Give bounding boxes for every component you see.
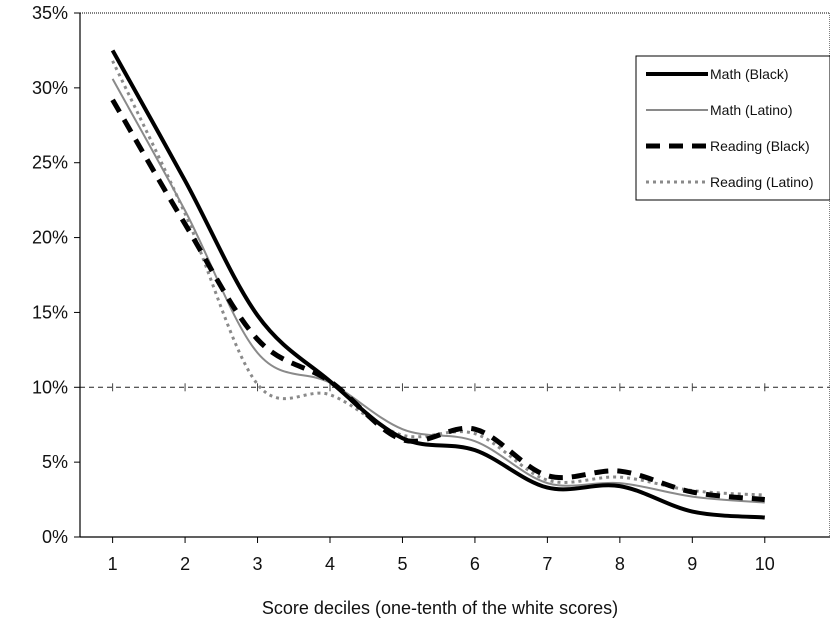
- data-point-reading-black: [112, 99, 113, 100]
- data-point-math-latino: [692, 496, 693, 497]
- data-point-math-latino: [257, 352, 258, 353]
- x-tick-label: 2: [180, 554, 190, 574]
- data-point-math-black: [619, 485, 620, 486]
- data-point-math-latino: [764, 502, 765, 503]
- y-tick-label: 10%: [32, 377, 68, 397]
- data-point-reading-latino: [329, 394, 330, 395]
- data-point-math-latino: [184, 210, 185, 211]
- data-point-math-black: [692, 511, 693, 512]
- data-point-reading-latino: [474, 433, 475, 434]
- data-point-reading-latino: [764, 494, 765, 495]
- data-point-math-black: [547, 487, 548, 488]
- data-point-reading-latino: [112, 60, 113, 61]
- data-point-reading-black: [619, 471, 620, 472]
- legend-label-math-black: Math (Black): [710, 66, 789, 82]
- data-point-reading-black: [257, 339, 258, 340]
- x-tick-label: 3: [253, 554, 263, 574]
- data-point-reading-latino: [547, 480, 548, 481]
- data-point-reading-black: [474, 429, 475, 430]
- data-point-math-black: [764, 517, 765, 518]
- x-tick-label: 4: [325, 554, 335, 574]
- x-tick-label: 7: [542, 554, 552, 574]
- y-axis: 0% 5% 10% 15% 20% 25% 30% 35%: [32, 3, 80, 547]
- y-tick-label: 35%: [32, 3, 68, 23]
- x-tick-label: 1: [108, 554, 118, 574]
- data-point-math-black: [402, 438, 403, 439]
- data-point-reading-latino: [402, 435, 403, 436]
- x-tick-label: 10: [755, 554, 775, 574]
- y-tick-label: 5%: [42, 452, 68, 472]
- data-point-math-latino: [619, 483, 620, 484]
- legend: Math (Black) Math (Latino) Reading (Black)…: [636, 56, 830, 200]
- data-point-reading-black: [547, 475, 548, 476]
- data-point-math-latino: [402, 429, 403, 430]
- legend-label-reading-black: Reading (Black): [710, 138, 810, 154]
- data-point-reading-latino: [184, 213, 185, 214]
- data-point-math-latino: [474, 441, 475, 442]
- x-tick-label: 5: [397, 554, 407, 574]
- data-point-reading-latino: [257, 384, 258, 385]
- data-point-math-black: [112, 50, 113, 51]
- y-tick-label: 25%: [32, 153, 68, 173]
- data-point-reading-black: [764, 499, 765, 500]
- y-tick-label: 0%: [42, 527, 68, 547]
- data-point-math-black: [329, 381, 330, 382]
- data-point-math-black: [184, 180, 185, 181]
- y-tick-label: 20%: [32, 228, 68, 248]
- x-axis-title: Score deciles (one-tenth of the white sc…: [262, 598, 618, 618]
- x-tick-label: 9: [687, 554, 697, 574]
- data-point-math-latino: [112, 78, 113, 79]
- data-point-math-latino: [547, 483, 548, 484]
- y-tick-label: 15%: [32, 302, 68, 322]
- x-tick-label: 8: [615, 554, 625, 574]
- x-tick-label: 6: [470, 554, 480, 574]
- y-tick-label: 30%: [32, 78, 68, 98]
- data-point-math-black: [474, 450, 475, 451]
- legend-label-reading-latino: Reading (Latino): [710, 174, 814, 190]
- data-point-reading-black: [692, 491, 693, 492]
- x-axis: 1 2 3 4 5 6 7 8 9 10: [80, 383, 830, 574]
- data-point-reading-black: [184, 223, 185, 224]
- data-point-reading-latino: [619, 477, 620, 478]
- legend-label-math-latino: Math (Latino): [710, 102, 792, 118]
- data-point-math-black: [257, 315, 258, 316]
